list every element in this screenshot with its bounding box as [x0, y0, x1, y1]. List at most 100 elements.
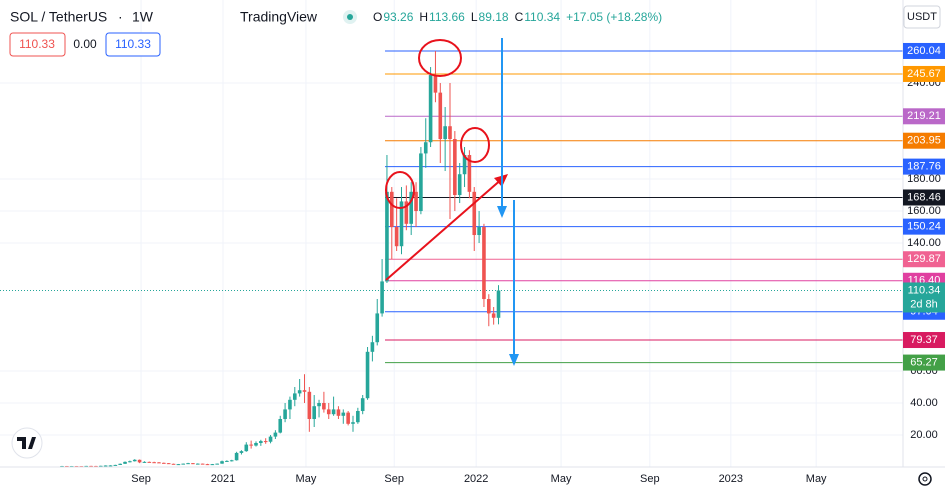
- status-dot: [347, 14, 353, 20]
- candle-body: [200, 463, 205, 465]
- ohlc-value: 113.66: [429, 10, 465, 24]
- price-level-tag: [903, 65, 945, 82]
- candle-body: [365, 351, 370, 399]
- candle-body: [283, 409, 287, 420]
- price-level-label: 187.76: [907, 161, 941, 173]
- candle-body: [448, 126, 452, 140]
- candle-body: [108, 465, 113, 467]
- price-level-label: 79.37: [910, 334, 938, 346]
- candle-body: [118, 463, 122, 465]
- y-tick-label: 160.00: [907, 205, 941, 217]
- price-level-label: 150.24: [907, 221, 941, 233]
- plot-area: [0, 0, 903, 468]
- price-level-tag: [903, 42, 945, 59]
- arrowhead: [497, 206, 507, 218]
- price-level-label: 168.46: [907, 191, 941, 203]
- x-tick-label: Sep: [131, 473, 151, 485]
- candle-body: [195, 463, 200, 465]
- candle-body: [423, 142, 428, 154]
- candle-body: [254, 443, 258, 446]
- candle-body: [438, 92, 443, 140]
- y-tick-label: 40.00: [910, 397, 938, 409]
- countdown: 2d 8h: [910, 298, 938, 310]
- price-level-tag: [903, 189, 945, 206]
- candle-body: [491, 313, 496, 318]
- candle-body: [89, 465, 93, 467]
- candle-body: [351, 422, 355, 424]
- x-tick-label: 2023: [719, 473, 743, 485]
- change: +17.05 (+18.28%): [566, 10, 662, 24]
- candle-body: [273, 432, 278, 437]
- candle-body: [268, 436, 273, 442]
- circle-annotation: [460, 127, 490, 163]
- price-level-tag: [903, 251, 945, 268]
- candle-body: [94, 465, 98, 467]
- candle-body: [404, 201, 409, 224]
- candle-body: [375, 313, 380, 343]
- candle-body: [428, 75, 433, 143]
- candle-body: [433, 75, 438, 93]
- candle-body: [399, 201, 404, 247]
- buy-button[interactable]: [105, 32, 161, 57]
- candle-body: [186, 463, 190, 465]
- price-level-label: 203.95: [907, 135, 941, 147]
- settings-button[interactable]: [918, 472, 932, 486]
- candle-body: [249, 444, 253, 446]
- y-tick-label: 180.00: [907, 173, 941, 185]
- candle-body: [419, 153, 423, 212]
- x-tick-label: Sep: [640, 473, 660, 485]
- ohlc-value: 89.18: [479, 10, 509, 24]
- candle-body: [443, 126, 447, 140]
- arrow-annotation: [385, 177, 504, 281]
- current-price-tag: [903, 282, 945, 313]
- currency: USDT: [907, 11, 937, 23]
- candle-body: [472, 191, 477, 236]
- circle-annotation: [385, 171, 415, 209]
- candle-body: [453, 139, 457, 196]
- sell-button[interactable]: [9, 32, 66, 57]
- candle-body: [176, 464, 181, 466]
- candle-body: [128, 461, 132, 463]
- candle-body: [181, 463, 186, 465]
- candle-body: [113, 464, 118, 466]
- separator: ·: [118, 9, 123, 25]
- ohlc-letter: L: [471, 10, 478, 24]
- candle-body: [98, 465, 103, 467]
- candle-body: [307, 391, 312, 420]
- x-tick-label: May: [551, 473, 572, 485]
- ohlc-value: 93.26: [383, 10, 413, 24]
- candle-body: [288, 399, 292, 410]
- candle-body: [191, 463, 195, 465]
- candle-body: [162, 462, 166, 464]
- price-level-label: 219.21: [907, 110, 941, 122]
- candle-body: [389, 191, 394, 228]
- x-tick-label: May: [296, 473, 317, 485]
- candle-body: [103, 465, 108, 467]
- symbol: SOL / TetherUS: [10, 9, 107, 25]
- candle-body: [496, 290, 501, 318]
- candle-body: [229, 460, 234, 462]
- arrowhead: [509, 354, 519, 366]
- candle-body: [244, 444, 249, 452]
- candle-body: [166, 463, 171, 465]
- ohlc-legend: O 93.26 H 113.66 L 89.18 C 110.34 +17.05 (+18.28…: [373, 10, 662, 24]
- current-price-label: 110.34: [908, 284, 941, 296]
- candle-body: [171, 463, 176, 465]
- price-level-label: 260.04: [907, 45, 941, 57]
- candle-body: [142, 461, 147, 463]
- price-level-tag: [903, 132, 945, 149]
- candle-body: [147, 461, 152, 463]
- candle-body: [341, 412, 346, 416]
- sell-price: 110.33: [19, 37, 55, 51]
- brand: TradingView: [240, 9, 318, 25]
- x-tick-label: 2022: [464, 473, 488, 485]
- candle-body: [356, 411, 360, 423]
- buy-price: 110.33: [115, 37, 151, 51]
- price-level-tag: [903, 218, 945, 235]
- candle-body: [292, 393, 297, 400]
- currency-button[interactable]: [903, 5, 941, 29]
- candle-body: [322, 403, 326, 410]
- candle-body: [302, 390, 307, 392]
- x-tick-label: 2021: [211, 473, 235, 485]
